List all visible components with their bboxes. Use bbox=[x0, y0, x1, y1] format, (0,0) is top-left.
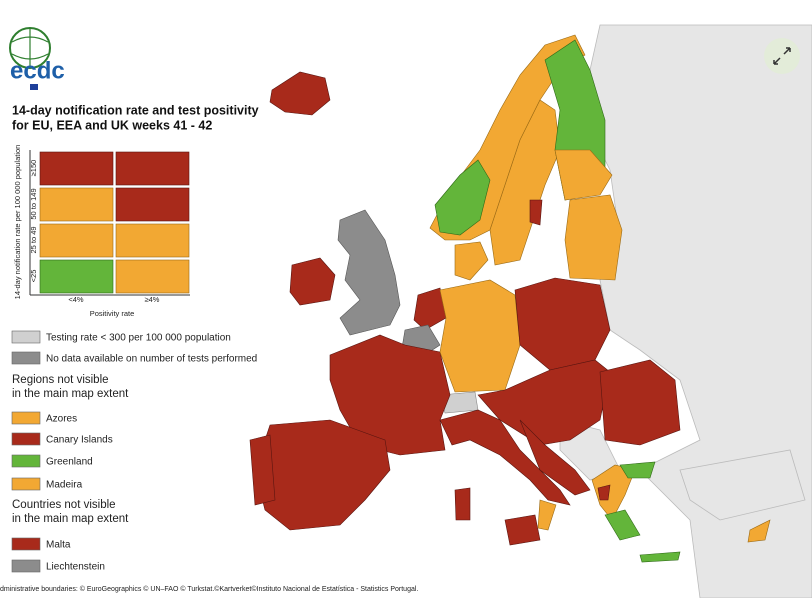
legend-heading: Regions not visible bbox=[12, 374, 109, 386]
title: 14-day notification rate and test positi… bbox=[12, 103, 259, 117]
row-label: <25 bbox=[29, 270, 38, 283]
row-label: ≥150 bbox=[29, 160, 38, 177]
x-axis-label: Positivity rate bbox=[90, 309, 135, 318]
column-label: <4% bbox=[68, 295, 84, 304]
title: for EU, EEA and UK weeks 41 - 42 bbox=[12, 118, 212, 132]
legend-label: Azores bbox=[46, 414, 77, 425]
attribution: dministrative boundaries: © EuroGeograph… bbox=[0, 585, 418, 593]
y-axis-label: 14-day notification rate per 100 000 pop… bbox=[13, 145, 22, 300]
legend-label: Testing rate < 300 per 100 000 populatio… bbox=[46, 333, 231, 344]
legend-label: Madeira bbox=[46, 480, 83, 491]
matrix: 14-day notification rate per 100 000 pop… bbox=[13, 145, 190, 318]
legend-heading: Countries not visible bbox=[12, 499, 116, 511]
countries bbox=[249, 34, 771, 563]
row-label: 50 to 149 bbox=[29, 188, 38, 219]
legend-heading: in the main map extent bbox=[12, 388, 129, 400]
legend-label: No data available on number of tests per… bbox=[46, 354, 257, 365]
legend-label: Liechtenstein bbox=[46, 562, 105, 573]
legend-label: Canary Islands bbox=[46, 435, 113, 446]
logo-text: ecdc bbox=[10, 57, 65, 84]
expand-button[interactable] bbox=[764, 38, 800, 74]
logo: ecdc bbox=[9, 27, 65, 90]
legend-label: Malta bbox=[46, 540, 71, 551]
legend-heading: in the main map extent bbox=[12, 513, 129, 525]
row-label: 25 to 49 bbox=[29, 226, 38, 253]
legend: Testing rate < 300 per 100 000 populatio… bbox=[11, 330, 257, 573]
legend-label: Greenland bbox=[46, 457, 93, 468]
column-label: ≥4% bbox=[145, 295, 160, 304]
background-land bbox=[439, 24, 812, 598]
